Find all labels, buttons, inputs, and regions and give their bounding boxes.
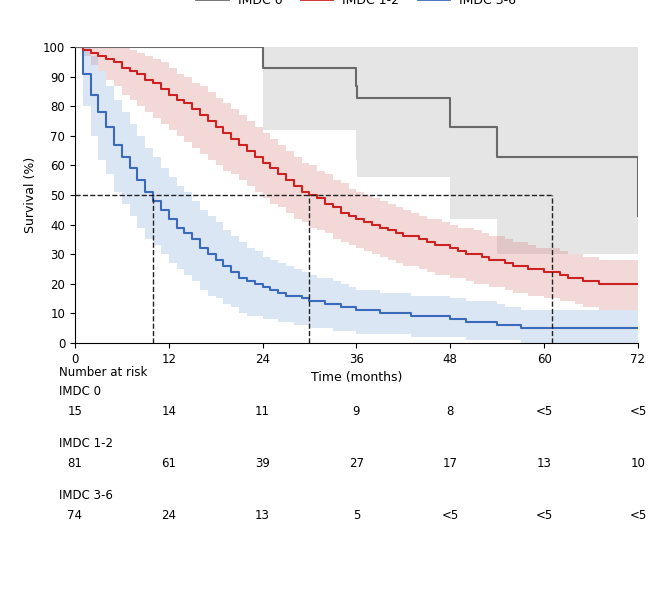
Text: 11: 11 (255, 405, 270, 418)
Text: 74: 74 (67, 509, 83, 522)
Text: <5: <5 (536, 509, 553, 522)
Text: 15: 15 (68, 405, 82, 418)
Text: IMDC 1-2: IMDC 1-2 (59, 437, 113, 450)
Y-axis label: Survival (%): Survival (%) (24, 157, 37, 233)
Text: 10: 10 (631, 457, 645, 470)
Text: 5: 5 (353, 509, 360, 522)
Text: 24: 24 (161, 509, 176, 522)
Text: 13: 13 (255, 509, 270, 522)
Text: <5: <5 (536, 405, 553, 418)
Text: 9: 9 (353, 405, 360, 418)
Text: IMDC 3-6: IMDC 3-6 (59, 489, 113, 502)
Text: 14: 14 (161, 405, 176, 418)
Text: 27: 27 (349, 457, 364, 470)
Text: IMDC 0: IMDC 0 (59, 385, 101, 398)
Text: <5: <5 (441, 509, 459, 522)
Text: 17: 17 (443, 457, 458, 470)
X-axis label: Time (months): Time (months) (311, 371, 402, 384)
Text: 39: 39 (255, 457, 270, 470)
Text: Number at risk: Number at risk (59, 366, 148, 379)
Text: 13: 13 (536, 457, 551, 470)
Legend: IMDC 0, IMDC 1-2, IMDC 3-6: IMDC 0, IMDC 1-2, IMDC 3-6 (191, 0, 521, 11)
Text: 61: 61 (161, 457, 176, 470)
Text: <5: <5 (630, 509, 646, 522)
Text: 81: 81 (68, 457, 82, 470)
Text: <5: <5 (630, 405, 646, 418)
Text: 8: 8 (447, 405, 454, 418)
